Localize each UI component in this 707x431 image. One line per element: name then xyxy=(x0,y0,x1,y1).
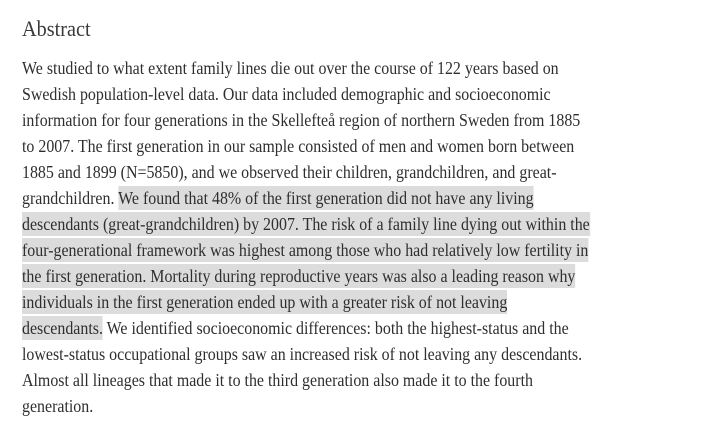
abstract-line: We studied to what extent family lines d… xyxy=(22,55,590,81)
abstract-line: 1885 and 1899 (N=5850), and we observed … xyxy=(22,159,590,185)
abstract-text: to 2007. The first generation in our sam… xyxy=(22,136,575,156)
highlighted-text: descendants. xyxy=(22,316,103,340)
abstract-text: lowest-status occupational groups saw an… xyxy=(22,344,583,364)
abstract-line: lowest-status occupational groups saw an… xyxy=(22,341,590,367)
highlighted-text: the first generation. Mortality during r… xyxy=(22,264,576,288)
abstract-line: grandchildren. We found that 48% of the … xyxy=(22,185,590,211)
abstract-line: information for four generations in the … xyxy=(22,107,590,133)
highlighted-text: individuals in the first generation ende… xyxy=(22,290,508,314)
abstract-text: information for four generations in the … xyxy=(22,110,581,130)
abstract-line: Swedish population-level data. Our data … xyxy=(22,81,590,107)
abstract-line: individuals in the first generation ende… xyxy=(22,289,590,315)
abstract-line: the first generation. Mortality during r… xyxy=(22,263,590,289)
abstract-text: Swedish population-level data. Our data … xyxy=(22,84,551,104)
abstract-line: descendants (great-grandchildren) by 200… xyxy=(22,211,590,237)
abstract-line: to 2007. The first generation in our sam… xyxy=(22,133,590,159)
abstract-line: Almost all lineages that made it to the … xyxy=(22,367,590,393)
abstract-body: We studied to what extent family lines d… xyxy=(22,55,664,419)
abstract-text: Almost all lineages that made it to the … xyxy=(22,370,533,390)
abstract-line: generation. xyxy=(22,393,590,419)
abstract-text: generation. xyxy=(22,396,94,416)
abstract-line: descendants. We identified socioeconomic… xyxy=(22,315,590,341)
highlighted-text: We found that 48% of the first generatio… xyxy=(118,186,534,210)
abstract-heading: Abstract xyxy=(22,16,91,41)
abstract-text: 1885 and 1899 (N=5850), and we observed … xyxy=(22,162,557,182)
highlighted-text: descendants (great-grandchildren) by 200… xyxy=(22,212,590,236)
abstract-text: We identified socioeconomic differences:… xyxy=(102,318,569,338)
highlighted-text: four-generational framework was highest … xyxy=(22,238,589,262)
abstract-text: We studied to what extent family lines d… xyxy=(22,58,559,78)
abstract-line: four-generational framework was highest … xyxy=(22,237,590,263)
abstract-text: grandchildren. xyxy=(22,188,119,208)
